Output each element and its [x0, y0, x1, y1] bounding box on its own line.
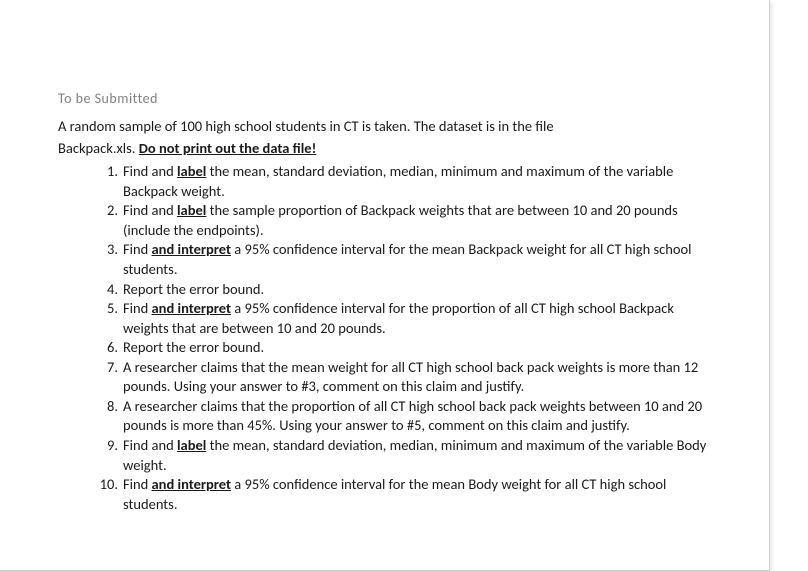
list-item: A researcher claims that the proportion … — [103, 397, 709, 436]
intro-prefix: Backpack.xls. — [58, 139, 139, 157]
intro-line-1: A random sample of 100 high school stude… — [58, 117, 709, 137]
body-text: Find — [123, 475, 152, 493]
body-text: Find and — [123, 201, 177, 219]
list-item: Report the error bound. — [103, 280, 709, 300]
body-text: Report the error bound. — [123, 338, 264, 356]
body-text: Find — [123, 240, 152, 258]
body-text: Find and — [123, 162, 177, 180]
intro-line-2: Backpack.xls. Do not print out the data … — [58, 139, 709, 159]
section-heading: To be Submitted — [58, 90, 709, 107]
emphasized-text: and interpret — [152, 475, 232, 493]
body-text: Find and — [123, 436, 177, 454]
list-item: Find and interpret a 95% confidence inte… — [103, 475, 709, 514]
body-text: Report the error bound. — [123, 280, 264, 298]
list-item: Find and label the sample proportion of … — [103, 201, 709, 240]
body-text: A researcher claims that the proportion … — [123, 397, 702, 435]
body-text: Find — [123, 299, 152, 317]
emphasized-text: and interpret — [152, 240, 232, 258]
list-item: Find and label the mean, standard deviat… — [103, 162, 709, 201]
list-item: Find and interpret a 95% confidence inte… — [103, 299, 709, 338]
list-item: Find and interpret a 95% confidence inte… — [103, 240, 709, 279]
list-item: Find and label the mean, standard deviat… — [103, 436, 709, 475]
emphasized-text: label — [177, 436, 206, 454]
list-item: A researcher claims that the mean weight… — [103, 358, 709, 397]
body-text: the mean, standard deviation, median, mi… — [123, 162, 673, 200]
body-text: the mean, standard deviation, median, mi… — [123, 436, 706, 474]
document-page: To be Submitted A random sample of 100 h… — [0, 0, 770, 571]
body-text: A researcher claims that the mean weight… — [123, 358, 698, 396]
numbered-list: Find and label the mean, standard deviat… — [58, 162, 709, 514]
body-text: the sample proportion of Backpack weight… — [123, 201, 678, 239]
emphasized-text: label — [177, 201, 206, 219]
intro-warning: Do not print out the data file! — [139, 139, 317, 157]
list-item: Report the error bound. — [103, 338, 709, 358]
emphasized-text: and interpret — [152, 299, 232, 317]
emphasized-text: label — [177, 162, 206, 180]
